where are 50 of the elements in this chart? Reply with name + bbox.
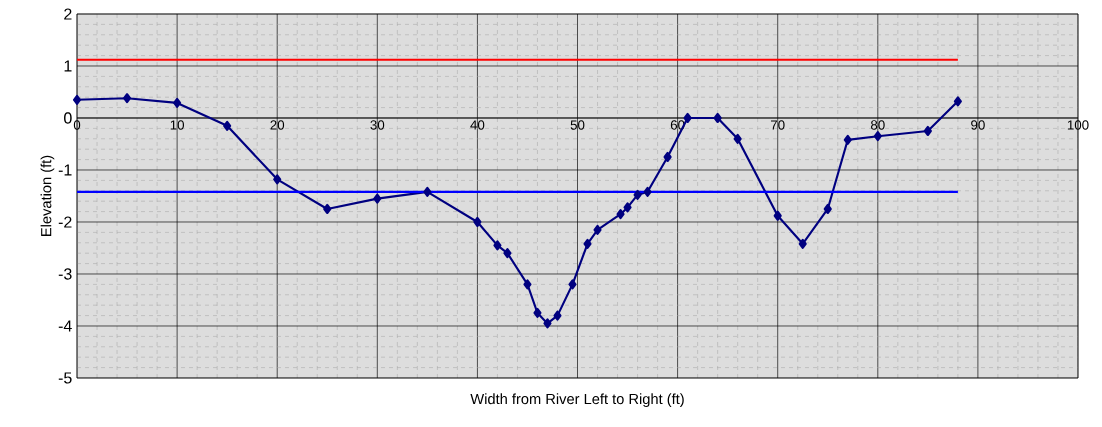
point	[373, 193, 382, 204]
point	[503, 248, 512, 259]
x-tick-label: 90	[971, 120, 985, 130]
x-tick-label: 100	[1067, 120, 1089, 130]
point	[173, 97, 182, 108]
point	[773, 210, 782, 221]
point	[493, 240, 502, 251]
y-tick-label: -2	[58, 216, 72, 228]
point	[273, 174, 282, 185]
point	[423, 186, 432, 197]
point	[323, 203, 332, 215]
point	[122, 93, 132, 104]
y-tick-label: -5	[58, 372, 72, 384]
x-tick-label: 20	[270, 120, 285, 130]
point	[473, 216, 482, 228]
point	[663, 151, 672, 163]
x-tick-label: 30	[370, 120, 385, 130]
point	[623, 202, 632, 213]
point	[633, 189, 642, 201]
point	[713, 112, 722, 124]
point	[953, 96, 962, 107]
point	[616, 209, 625, 220]
point	[543, 318, 552, 329]
point	[223, 120, 232, 131]
point	[583, 238, 592, 249]
x-tick-label: 10	[170, 120, 185, 130]
point	[72, 94, 82, 105]
point	[823, 203, 832, 215]
y-tick-label: -1	[58, 164, 72, 176]
y-axis-title: Elevation (ft)	[40, 155, 55, 236]
point	[798, 238, 807, 249]
point	[873, 131, 882, 142]
point	[593, 224, 602, 235]
x-tick-label: 70	[770, 120, 785, 130]
y-tick-label: -4	[58, 320, 72, 332]
point	[533, 307, 542, 319]
point	[553, 310, 562, 321]
y-tick-label: -3	[58, 268, 72, 280]
point	[683, 112, 692, 124]
x-axis-title: Width from River Left to Right (ft)	[470, 393, 684, 408]
point	[523, 279, 532, 290]
y-tick-label: 2	[64, 8, 72, 20]
point	[643, 186, 652, 197]
point	[568, 279, 577, 290]
x-tick-label: 0	[73, 120, 81, 130]
point	[843, 134, 852, 145]
point	[733, 133, 742, 144]
point	[923, 125, 932, 137]
x-tick-label: 80	[870, 120, 885, 130]
y-tick-label: 1	[64, 60, 72, 72]
